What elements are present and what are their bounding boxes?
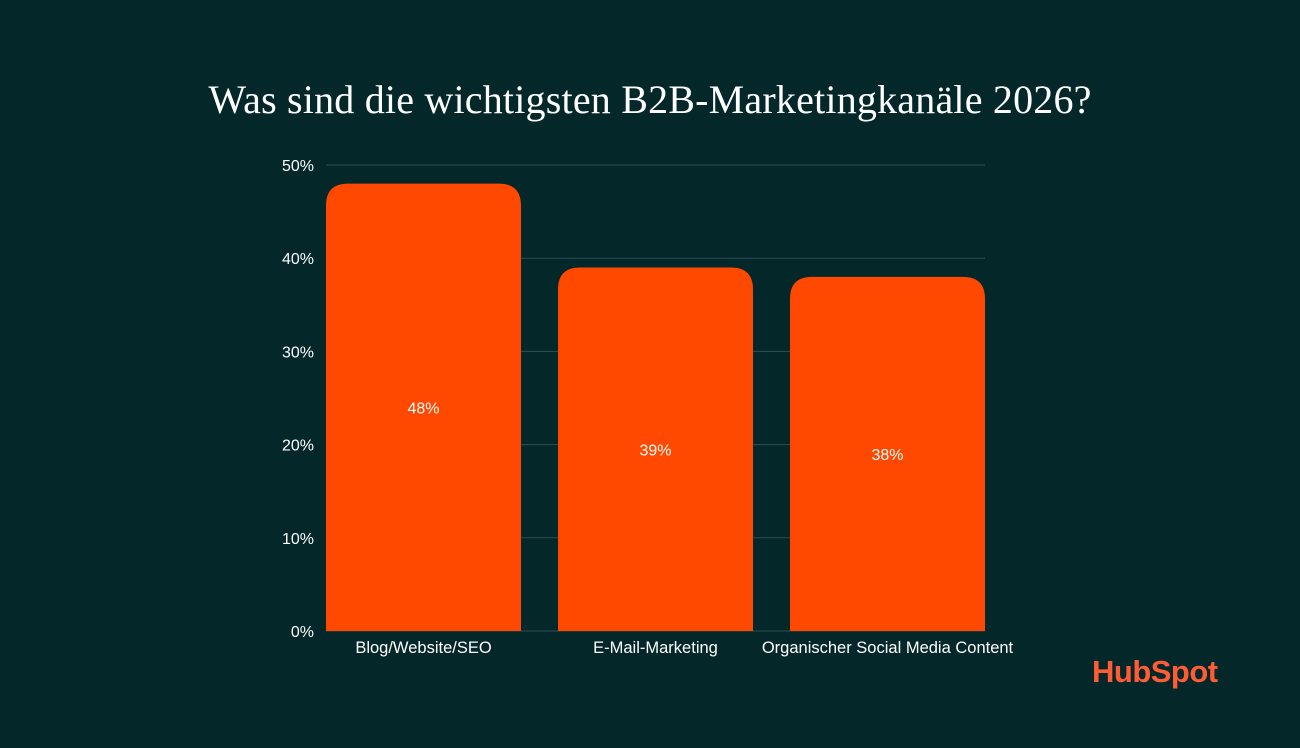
hubspot-logo: HubSpot (1092, 654, 1218, 689)
y-axis-ticks: 0% 10% 20% 30% 40% 50% (282, 158, 314, 641)
x-tick-label: E-Mail-Marketing (593, 639, 718, 657)
bar (326, 183, 521, 631)
y-tick-label: 10% (282, 531, 314, 548)
data-label: 48% (407, 400, 439, 417)
x-tick-label: Blog/Website/SEO (355, 639, 492, 657)
y-tick-label: 0% (291, 624, 314, 641)
bar (558, 267, 753, 631)
x-axis-ticks: Blog/Website/SEO E-Mail-Marketing Organisc… (355, 639, 1013, 657)
data-labels: 48% 39% 38% (407, 400, 903, 464)
bars (326, 183, 985, 631)
y-tick-label: 30% (282, 344, 314, 361)
data-label: 38% (871, 447, 903, 464)
y-tick-label: 20% (282, 438, 314, 455)
y-tick-label: 40% (282, 251, 314, 268)
bar (790, 276, 985, 631)
data-label: 39% (639, 442, 671, 459)
chart-title: Was sind die wichtigsten B2B-Marketingka… (208, 77, 1092, 122)
x-tick-label: Organischer Social Media Content (762, 639, 1014, 657)
y-tick-label: 50% (282, 158, 314, 175)
